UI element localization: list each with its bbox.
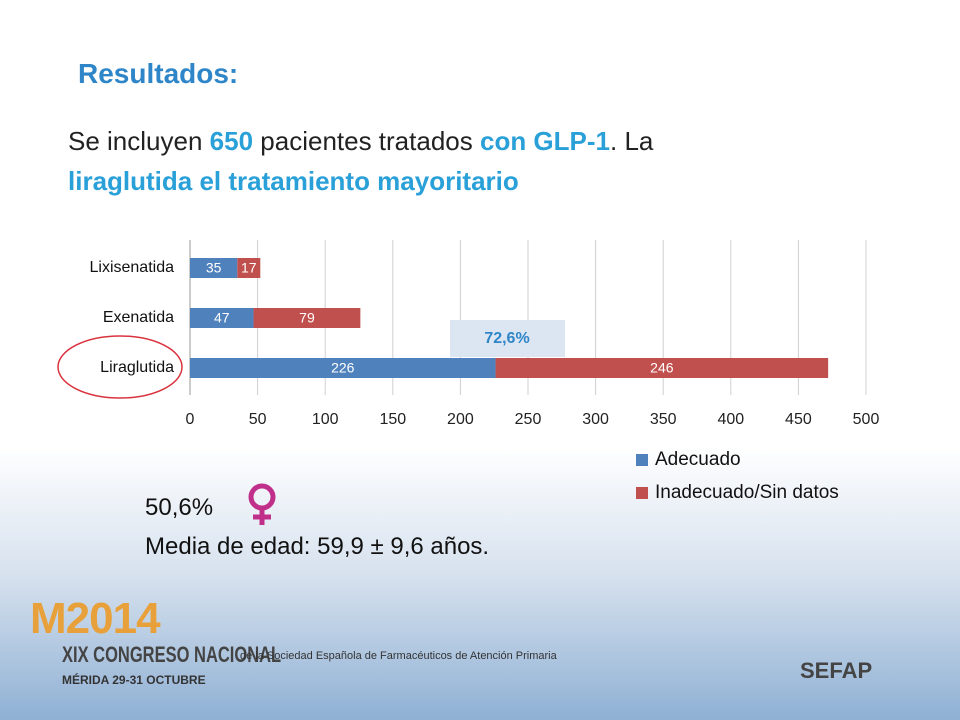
x-tick-label: 150 [379,411,406,428]
legend-swatch [636,487,648,499]
bar-segment [237,258,261,278]
x-tick-label: 400 [717,411,744,428]
data-label: 246 [650,360,674,376]
legend-label: Adecuado [655,449,741,470]
x-tick-label: 300 [582,411,609,428]
x-tick-label: 200 [447,411,474,428]
category-label: Exenatida [103,309,174,326]
congress-place: MÉRIDA 29-31 OCTUBRE [62,673,206,687]
bar-segment [190,358,496,378]
data-label: 47 [214,310,230,326]
text: Se incluyen [68,126,203,156]
data-label: 17 [241,260,257,276]
intro-line: Se incluyen 650 pacientes tratados con G… [68,126,653,157]
highlight-ellipse [57,335,183,399]
annotation-box [450,320,565,357]
text: 650 [209,126,254,156]
female-share: 50,6% [145,494,214,521]
x-tick-label: 450 [785,411,812,428]
category-label: Liraglutida [100,359,174,376]
bar-segment [190,258,238,278]
intro-line: liraglutida el tratamiento mayoritario [68,166,519,196]
congress-edition: M2014 [30,594,161,643]
legend-swatch [636,454,648,466]
x-tick-label: 250 [515,411,542,428]
x-tick-label: 0 [186,411,195,428]
x-tick-label: 350 [650,411,677,428]
text: con GLP-1 [479,126,610,156]
bar-segment [495,358,829,378]
data-label: 79 [299,310,315,326]
text: pacientes tratados [260,126,473,156]
annotation: 72,6% [484,330,529,347]
x-tick-label: 100 [312,411,339,428]
data-label: 226 [331,360,355,376]
bar-segment [190,308,254,328]
category-label: Lixisenatida [90,259,175,276]
congress-society: de la Sociedad Española de Farmacéuticos… [240,650,557,662]
age: Media de edad: 59,9 ± 9,6 años. [145,533,490,560]
bar-segment [253,308,361,328]
slide-title: Resultados: [78,58,239,89]
logo: SEFAP [800,658,873,683]
data-label: 35 [206,260,222,276]
text: . La [610,126,654,156]
legend-label: Inadecuado/Sin datos [655,482,839,503]
congress-name: XIX CONGRESO NACIONAL [62,642,282,667]
x-tick-label: 500 [853,411,880,428]
x-tick-label: 50 [249,411,267,428]
